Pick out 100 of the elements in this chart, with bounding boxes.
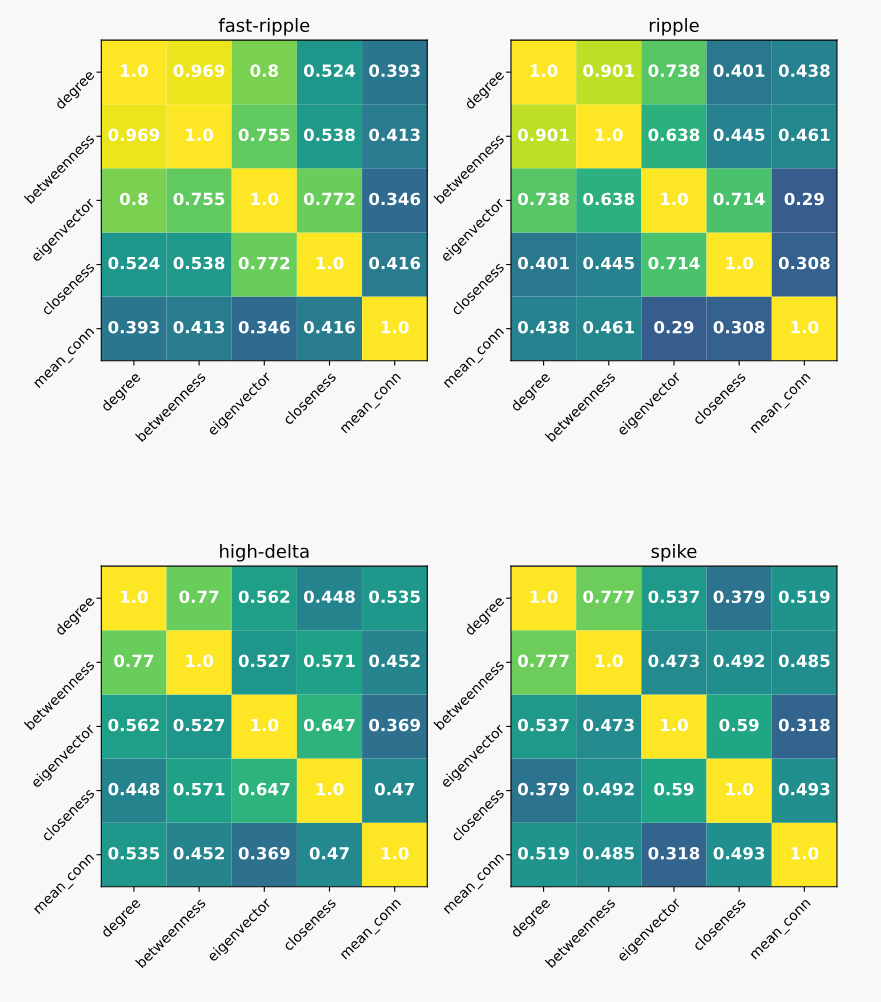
data-label: 0.537 [648,590,699,604]
data-label: 0.473 [583,718,634,732]
data-label: 0.755 [173,192,225,206]
data-label: 1.0 [595,128,623,142]
data-label: 0.393 [369,64,420,77]
chart-title: ripple [649,18,699,36]
data-label: 0.379 [713,590,765,604]
data-label: 1.0 [726,256,754,270]
data-label: 1.0 [530,64,558,77]
data-label: 0.714 [648,256,700,270]
data-label: 0.59 [654,782,694,796]
data-label: 0.369 [238,846,290,860]
data-label: 0.445 [713,128,765,142]
data-label: 0.777 [583,590,634,604]
data-label: 0.772 [303,192,355,206]
data-label: 0.461 [583,320,634,334]
data-label: 0.8 [119,192,148,206]
data-label: 1.0 [251,192,279,206]
data-label: 1.0 [381,846,409,860]
data-label: 0.527 [173,718,225,732]
data-label: 0.416 [369,256,421,270]
data-label: 0.638 [583,192,635,206]
data-label: 0.29 [654,320,694,334]
data-label: 0.524 [303,64,356,77]
data-label: 0.535 [369,590,420,604]
data-label: 0.969 [173,64,225,77]
data-label: 0.401 [518,256,569,270]
data-label: 0.8 [250,64,279,77]
data-label: 0.527 [238,654,290,668]
data-label: 0.401 [713,64,765,77]
data-label: 0.452 [369,654,420,668]
data-label: 0.318 [778,718,830,732]
data-label: 0.413 [173,320,225,334]
data-label: 0.452 [173,846,225,860]
data-label: 0.77 [179,590,219,604]
data-label: 0.346 [369,192,421,206]
data-label: 1.0 [381,320,409,334]
data-label: 0.538 [173,256,225,270]
data-label: 0.308 [713,320,765,334]
data-label: 0.647 [303,718,355,732]
data-label: 0.485 [778,654,830,668]
data-label: 0.538 [303,128,355,142]
data-label: 0.438 [518,320,569,334]
data-label: 0.571 [173,782,225,796]
data-label: 0.461 [778,128,830,142]
data-label: 0.901 [518,128,569,142]
data-label: 1.0 [791,846,819,860]
data-label: 0.738 [518,192,569,206]
data-label: 0.445 [583,256,634,270]
data-label: 1.0 [121,64,148,77]
chart-title: high-delta [220,544,309,562]
data-label: 0.535 [108,846,160,860]
data-label: 1.0 [530,590,558,604]
data-label: 0.416 [303,320,355,334]
data-label: 0.647 [238,782,290,796]
data-label: 0.524 [108,256,160,270]
data-label: 0.308 [778,256,830,270]
data-label: 0.493 [713,846,765,860]
data-label: 1.0 [595,654,623,668]
data-label: 0.714 [713,192,765,206]
data-label: 1.0 [726,782,754,796]
data-label: 0.638 [648,128,700,142]
data-label: 0.369 [369,718,420,732]
data-label: 0.562 [108,718,159,732]
data-label: 0.29 [784,192,824,206]
data-label: 0.492 [713,654,765,668]
data-label: 1.0 [661,718,688,732]
data-label: 0.755 [238,128,290,142]
data-label: 0.448 [303,590,355,604]
data-label: 0.519 [518,846,569,860]
data-label: 0.738 [648,64,700,77]
data-label: 1.0 [121,590,148,604]
data-label: 0.379 [518,782,569,796]
data-label: 0.438 [778,64,830,77]
data-label: 1.0 [251,718,279,732]
data-label: 0.519 [778,590,830,604]
data-label: 0.47 [309,846,349,860]
data-label: 0.59 [719,718,759,732]
data-label: 1.0 [316,782,344,796]
data-label: 0.562 [238,590,290,604]
data-label: 1.0 [186,654,214,668]
data-label: 0.772 [238,256,290,270]
data-label: 0.969 [108,128,160,142]
data-label: 0.537 [518,718,569,732]
data-label: 0.346 [238,320,290,334]
chart-title: spike [651,544,697,562]
data-label: 0.485 [583,846,634,860]
data-label: 0.571 [303,654,355,668]
data-label: 0.473 [648,654,699,668]
data-label: 0.448 [108,782,160,796]
data-label: 1.0 [186,128,214,142]
data-label: 1.0 [661,192,688,206]
data-label: 0.901 [583,64,634,77]
data-label: 0.492 [583,782,634,796]
data-label: 0.47 [374,782,414,796]
data-label: 0.318 [648,846,700,860]
data-label: 1.0 [316,256,344,270]
data-label: 0.413 [369,128,420,142]
chart-title: fast-ripple [218,18,310,36]
data-label: 0.393 [108,320,159,334]
